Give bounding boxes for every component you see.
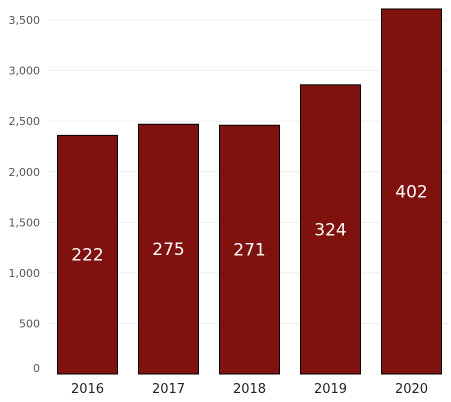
y-tick-label: 0 [33,362,40,375]
bar-value-label: 222 [71,246,103,266]
y-tick-label: 3,500 [9,14,41,27]
x-category-label: 2020 [395,382,428,397]
y-tick-label: 2,000 [9,166,41,179]
x-category-label: 2018 [233,382,266,397]
x-category-label: 2017 [152,382,185,397]
y-tick-label: 1,000 [9,267,41,280]
bar-2019 [300,84,361,375]
bar-2017 [138,123,199,375]
y-axis-ticks: 0 500 1,000 1,500 2,000 2,500 3,000 3,500 [9,14,41,375]
bar-2018 [219,124,280,375]
bar-2020 [381,8,442,375]
y-tick-label: 500 [19,317,40,330]
bars [57,8,442,375]
y-tick-label: 2,500 [9,115,41,128]
x-category-label: 2019 [314,382,347,397]
x-category-label: 2016 [71,382,104,397]
bar-2016 [57,134,118,375]
bar-value-label: 402 [395,182,427,202]
bar-value-labels: 222 275 271 324 402 [71,182,427,265]
y-tick-label: 3,000 [9,65,41,78]
y-tick-label: 1,500 [9,216,41,229]
bar-value-label: 275 [152,240,184,260]
bar-value-label: 271 [233,241,265,261]
bar-value-label: 324 [314,220,346,240]
x-axis-categories: 2016 2017 2018 2019 2020 [71,382,428,397]
